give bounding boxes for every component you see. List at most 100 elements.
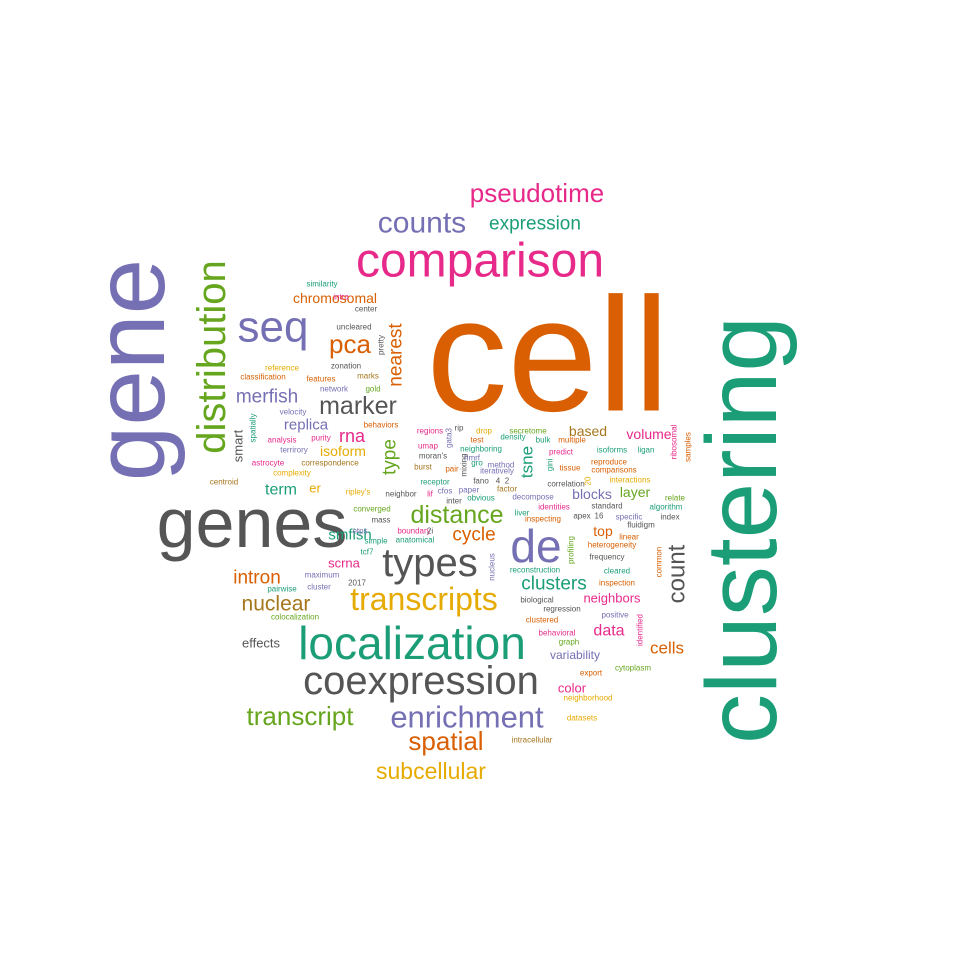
word-positive: positive xyxy=(601,611,629,620)
word-colocalization: colocalization xyxy=(271,613,319,622)
word-drop: drop xyxy=(476,427,493,436)
word-nuclear: nuclear xyxy=(242,593,311,616)
word-apex: apex xyxy=(573,512,590,521)
word-maximum: maximum xyxy=(305,571,340,580)
word-clustering: clustering xyxy=(686,316,798,744)
word-inspecting: inspecting xyxy=(525,515,561,524)
word-replica: replica xyxy=(284,417,329,434)
word-frequency: frequency xyxy=(589,553,624,562)
word-expression: expression xyxy=(489,214,581,235)
word-common: common xyxy=(655,547,664,578)
word-cfos: cfos xyxy=(438,487,453,496)
word-spatially: spatially xyxy=(249,414,258,443)
word-smart: smart xyxy=(231,429,246,462)
word-clusters: clusters xyxy=(521,574,586,595)
word-neighboring: neighboring xyxy=(460,445,502,454)
word-enrichment: enrichment xyxy=(390,700,544,735)
word-types: types xyxy=(382,541,478,585)
word-purity: purity xyxy=(311,434,331,443)
word-iteratively: iteratively xyxy=(480,467,514,476)
word-de: de xyxy=(510,520,561,572)
word-method: method xyxy=(488,461,515,470)
word-velocity: velocity xyxy=(280,408,307,417)
word-index: index xyxy=(660,513,679,522)
word-paper: paper xyxy=(459,486,480,495)
word-rip: rip xyxy=(455,424,464,433)
word-datasets: datasets xyxy=(567,714,597,723)
word-boundary: boundary xyxy=(397,527,430,536)
word-distance: distance xyxy=(410,501,503,529)
word-cycle: cycle xyxy=(452,525,495,546)
word-chromosomal: chromosomal xyxy=(293,290,377,306)
word-interactions: interactions xyxy=(610,476,651,485)
word-specific: specific xyxy=(616,513,643,522)
word-blocks: blocks xyxy=(572,486,612,502)
word-volume: volume xyxy=(626,426,671,442)
word-uncleared: uncleared xyxy=(336,323,371,332)
word-data: data xyxy=(593,623,624,640)
word-pairwise: pairwise xyxy=(267,585,297,594)
word-classification: classification xyxy=(240,373,285,382)
word-mixing: mixing xyxy=(460,453,469,476)
word-transcripts: transcripts xyxy=(350,581,498,617)
word-pair: pair xyxy=(445,465,459,474)
word-regions: regions xyxy=(417,427,443,436)
word-gini: gini xyxy=(546,459,555,472)
word-tcf7: tcf7 xyxy=(361,548,374,557)
word-bulk: bulk xyxy=(536,436,552,445)
word-pretty: pretty xyxy=(377,335,386,355)
word-relate: relate xyxy=(665,494,686,503)
word-comparisons: comparisons xyxy=(591,466,636,475)
word-coexpression: coexpression xyxy=(303,659,539,703)
word-correlation: correlation xyxy=(547,480,584,489)
word-clustered: clustered xyxy=(526,616,558,625)
word-intron: intron xyxy=(233,568,281,589)
word-identified: identified xyxy=(636,614,645,646)
word-umap: umap xyxy=(418,442,439,451)
word-color: color xyxy=(558,681,587,696)
word-type: type xyxy=(380,439,401,475)
word-graph: graph xyxy=(559,638,579,647)
word-obvious: obvious xyxy=(467,494,495,503)
word-identities: identities xyxy=(538,503,570,512)
word-tissue: tissue xyxy=(560,464,581,473)
word-seq: seq xyxy=(238,303,309,352)
word-marker: marker xyxy=(319,392,397,420)
word-merfish: merfish xyxy=(236,387,298,408)
word-4: 4 xyxy=(496,477,501,486)
word-network: network xyxy=(320,385,349,394)
word-variability: variability xyxy=(550,648,600,662)
word-transcript: transcript xyxy=(247,701,355,731)
word-factor: factor xyxy=(497,485,517,494)
word-etps: etps xyxy=(352,527,367,536)
word-decompose: decompose xyxy=(512,493,554,502)
word-biological: biological xyxy=(520,596,554,605)
word-fluidigm: fluidigm xyxy=(627,521,655,530)
word-gene: gene xyxy=(74,259,186,481)
word-pca: pca xyxy=(329,329,371,359)
word-features: features xyxy=(307,375,336,384)
word-er: er xyxy=(309,481,321,496)
word-heterogeneity: heterogeneity xyxy=(588,541,636,550)
word-regression: regression xyxy=(543,605,580,614)
word-neighbors: neighbors xyxy=(583,591,641,606)
word-scrna: scrna xyxy=(328,556,361,571)
word-cell: cell xyxy=(426,265,669,446)
word-reconstruction: reconstruction xyxy=(510,566,560,575)
word-localization: localization xyxy=(298,617,526,669)
word-gata3: gata3 xyxy=(445,427,454,448)
word-predict: predict xyxy=(549,448,574,457)
word-terrirory: terrirory xyxy=(280,446,308,455)
word-neighbor: neighbor xyxy=(385,490,416,499)
word-gro: gro xyxy=(471,459,483,468)
word-liver: liver xyxy=(515,509,530,518)
word-pseudotime: pseudotime xyxy=(470,178,604,208)
word-multiple: multiple xyxy=(558,436,586,445)
word-secretome: secretome xyxy=(509,427,547,436)
word-tsne: tsne xyxy=(518,446,537,478)
word-lif: lif xyxy=(427,490,434,499)
word-center: center xyxy=(355,305,378,314)
word-subcellular: subcellular xyxy=(376,758,486,784)
word-behaviors: behaviors xyxy=(364,421,399,430)
